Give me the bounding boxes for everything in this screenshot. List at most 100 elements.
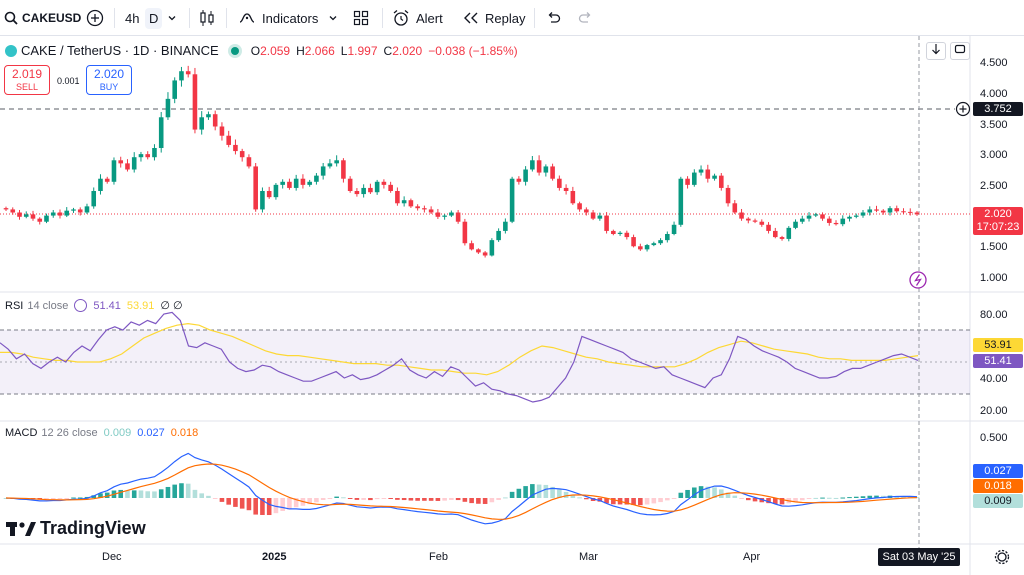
replay-button[interactable]: Replay [462, 0, 525, 36]
search-icon [4, 11, 18, 25]
candle-body [118, 160, 124, 164]
macd-histogram-bar [71, 497, 76, 499]
scroll-down-button[interactable] [926, 42, 946, 60]
candle-body [894, 208, 900, 212]
alarm-clock-icon [393, 10, 409, 26]
macd-histogram-bar [631, 498, 636, 506]
sell-button[interactable]: 2.019 SELL [4, 65, 50, 95]
gear-icon[interactable] [994, 549, 1010, 565]
candle-body [590, 212, 596, 219]
undo-button[interactable] [545, 0, 561, 36]
price-tick: 1.000 [980, 272, 1008, 284]
lightning-icon[interactable] [909, 271, 927, 289]
candle-body [820, 214, 825, 219]
redo-button[interactable] [578, 0, 594, 36]
macd-histogram-bar [314, 498, 319, 503]
candle-body [165, 98, 171, 118]
indicators-label: Indicators [262, 10, 319, 26]
macd-histogram-bar [611, 498, 616, 505]
macd-histogram-bar [273, 498, 279, 514]
price-axis[interactable]: 4.500 4.000 3.500 3.000 2.500 1.500 1.00… [980, 57, 1008, 284]
candle-body [779, 237, 785, 239]
candle-body [415, 206, 420, 209]
candle-body [813, 214, 819, 216]
macd-histogram-bar [280, 498, 285, 512]
candle-body [624, 232, 630, 238]
candle-body [469, 243, 474, 250]
macd-histogram-bar [381, 498, 387, 499]
rsi-tag: 51.41 [973, 354, 1023, 368]
macd-histogram-bar [712, 487, 717, 498]
layout-button[interactable] [353, 0, 369, 36]
candle-body [266, 191, 272, 198]
macd-histogram-bar [813, 497, 819, 499]
macd-histogram-bar [57, 498, 63, 499]
chart-canvas[interactable]: 4.500 4.000 3.500 3.000 2.500 1.500 1.00… [0, 36, 1024, 575]
macd-histogram-bar [341, 497, 346, 499]
macd-axis[interactable]: 0.500 [980, 432, 1008, 444]
open-value: 2.059 [260, 43, 291, 58]
compare-button[interactable] [86, 0, 104, 36]
price-tick: 4.500 [980, 57, 1008, 69]
tradingview-logo[interactable]: TradingView [6, 518, 146, 539]
candle-body [347, 178, 353, 191]
candle-body [604, 215, 609, 231]
spread-value: 0.001 [57, 76, 80, 86]
timeframe-1d-label: D [145, 7, 163, 29]
rsi-line [0, 311, 919, 403]
macd-histogram-bar [239, 498, 245, 509]
candle-body [138, 154, 144, 158]
candle-body [482, 252, 488, 256]
candle-body [671, 224, 677, 234]
maximize-icon [954, 44, 966, 54]
candle-body [401, 200, 407, 204]
maximize-pane-button[interactable] [950, 42, 970, 60]
candle-body [887, 208, 893, 213]
refresh-icon[interactable] [74, 299, 88, 312]
candle-body [503, 221, 508, 231]
alert-price-tag[interactable]: 3.752 [973, 102, 1023, 116]
candle-body [361, 187, 366, 195]
macd-line-value: 0.027 [137, 427, 165, 439]
timeframe-4h[interactable]: 4h [125, 10, 140, 26]
candle-body [354, 191, 360, 195]
alert-button[interactable]: Alert [392, 0, 443, 36]
macd-histogram-bar [152, 491, 157, 498]
symbol-search[interactable]: CAKEUSD [4, 0, 81, 36]
macd-histogram-bar [826, 497, 832, 499]
candle-body [746, 218, 751, 221]
macd-histogram-bar [422, 498, 427, 501]
macd-histogram-bar [118, 489, 124, 498]
timeframe-dropdown[interactable] [167, 0, 177, 36]
macd-histogram-bar [158, 489, 164, 498]
rsi-axis[interactable]: 80.00 40.00 20.00 [980, 309, 1008, 417]
macd-histogram-bar [165, 486, 171, 498]
time-label: Apr [743, 551, 760, 563]
timeframe-1d[interactable]: D [145, 0, 163, 36]
hist-tag: 0.009 [973, 494, 1023, 508]
candle-body [557, 178, 562, 188]
macd-histogram-bar [651, 498, 657, 504]
add-alert-icon[interactable] [955, 101, 971, 117]
candle-body [449, 212, 454, 216]
chart-type-button[interactable] [199, 0, 215, 36]
macd-tick: 0.500 [980, 432, 1008, 444]
time-axis[interactable]: Dec 2025 Feb Mar Apr [102, 551, 760, 563]
candle-body [233, 144, 238, 152]
candle-body [158, 117, 164, 148]
candle-body [30, 214, 36, 219]
buy-button[interactable]: 2.020 BUY [86, 65, 132, 95]
candle-body [300, 178, 306, 185]
candle-body [685, 178, 690, 185]
candle-body [280, 181, 285, 185]
candle-body [172, 80, 177, 99]
macd-histogram-bar [739, 498, 744, 499]
candle-body [907, 211, 913, 213]
macd-histogram-bar [685, 489, 690, 498]
indicators-button[interactable]: Indicators [238, 0, 318, 36]
indicator-templates-dropdown[interactable] [328, 0, 338, 36]
candle-body [523, 169, 528, 182]
low-key: L [340, 43, 348, 58]
macd-histogram-bar [84, 496, 90, 498]
